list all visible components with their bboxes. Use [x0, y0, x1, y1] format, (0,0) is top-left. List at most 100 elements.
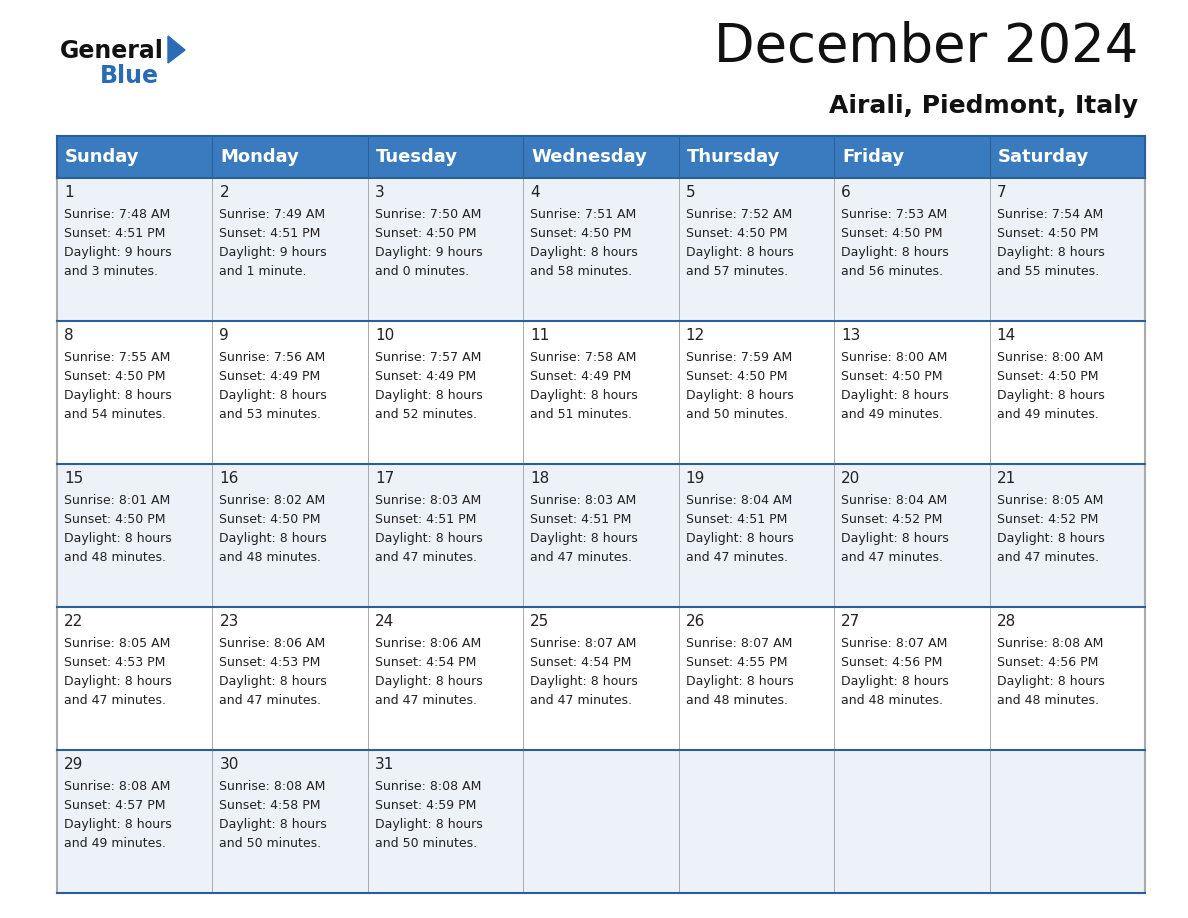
Text: 8: 8 [64, 328, 74, 343]
Text: Sunset: 4:51 PM: Sunset: 4:51 PM [375, 513, 476, 526]
Text: Daylight: 8 hours: Daylight: 8 hours [997, 389, 1105, 402]
Text: Daylight: 8 hours: Daylight: 8 hours [530, 532, 638, 545]
Text: Sunset: 4:53 PM: Sunset: 4:53 PM [64, 656, 165, 669]
Text: and 49 minutes.: and 49 minutes. [64, 837, 166, 850]
Text: Sunrise: 7:49 AM: Sunrise: 7:49 AM [220, 208, 326, 221]
Text: Daylight: 8 hours: Daylight: 8 hours [64, 389, 172, 402]
Text: 30: 30 [220, 757, 239, 772]
Text: Daylight: 8 hours: Daylight: 8 hours [64, 675, 172, 688]
Text: Daylight: 8 hours: Daylight: 8 hours [375, 389, 482, 402]
Text: Sunrise: 8:08 AM: Sunrise: 8:08 AM [375, 780, 481, 793]
Text: and 48 minutes.: and 48 minutes. [997, 694, 1099, 707]
Text: Daylight: 8 hours: Daylight: 8 hours [841, 246, 949, 259]
Text: Sunrise: 7:56 AM: Sunrise: 7:56 AM [220, 351, 326, 364]
Text: General: General [61, 39, 164, 63]
Text: and 0 minutes.: and 0 minutes. [375, 265, 469, 278]
Text: Sunrise: 8:06 AM: Sunrise: 8:06 AM [375, 637, 481, 650]
Text: and 47 minutes.: and 47 minutes. [530, 551, 632, 564]
Text: Daylight: 8 hours: Daylight: 8 hours [375, 818, 482, 831]
Text: Sunset: 4:52 PM: Sunset: 4:52 PM [997, 513, 1098, 526]
Text: Sunrise: 8:07 AM: Sunrise: 8:07 AM [841, 637, 948, 650]
Text: and 57 minutes.: and 57 minutes. [685, 265, 788, 278]
Text: Blue: Blue [100, 64, 159, 88]
Text: 19: 19 [685, 471, 706, 486]
Text: 5: 5 [685, 185, 695, 200]
Text: Daylight: 8 hours: Daylight: 8 hours [220, 389, 327, 402]
Text: Sunset: 4:50 PM: Sunset: 4:50 PM [685, 227, 788, 240]
Text: Daylight: 8 hours: Daylight: 8 hours [530, 389, 638, 402]
Text: Sunrise: 8:04 AM: Sunrise: 8:04 AM [685, 494, 792, 507]
Text: Daylight: 8 hours: Daylight: 8 hours [841, 389, 949, 402]
Text: Sunset: 4:56 PM: Sunset: 4:56 PM [997, 656, 1098, 669]
Text: Sunset: 4:55 PM: Sunset: 4:55 PM [685, 656, 788, 669]
Text: 9: 9 [220, 328, 229, 343]
Text: Daylight: 8 hours: Daylight: 8 hours [685, 389, 794, 402]
Text: Sunset: 4:52 PM: Sunset: 4:52 PM [841, 513, 942, 526]
Text: Sunset: 4:50 PM: Sunset: 4:50 PM [841, 370, 942, 383]
Text: Sunrise: 8:07 AM: Sunrise: 8:07 AM [685, 637, 792, 650]
Text: Sunrise: 8:07 AM: Sunrise: 8:07 AM [530, 637, 637, 650]
Text: Sunrise: 8:05 AM: Sunrise: 8:05 AM [64, 637, 170, 650]
Text: Sunrise: 8:05 AM: Sunrise: 8:05 AM [997, 494, 1102, 507]
Text: Sunrise: 7:53 AM: Sunrise: 7:53 AM [841, 208, 947, 221]
Text: Sunset: 4:50 PM: Sunset: 4:50 PM [997, 227, 1098, 240]
Text: Sunset: 4:50 PM: Sunset: 4:50 PM [220, 513, 321, 526]
Text: Sunrise: 7:52 AM: Sunrise: 7:52 AM [685, 208, 792, 221]
Bar [57, 607, 1145, 750]
Text: Sunset: 4:50 PM: Sunset: 4:50 PM [997, 370, 1098, 383]
Text: 18: 18 [530, 471, 550, 486]
Text: and 50 minutes.: and 50 minutes. [685, 408, 788, 421]
Text: Sunset: 4:50 PM: Sunset: 4:50 PM [64, 370, 165, 383]
Text: Sunrise: 8:08 AM: Sunrise: 8:08 AM [997, 637, 1102, 650]
Text: 31: 31 [375, 757, 394, 772]
Text: Sunrise: 7:58 AM: Sunrise: 7:58 AM [530, 351, 637, 364]
Text: and 48 minutes.: and 48 minutes. [841, 694, 943, 707]
Text: and 47 minutes.: and 47 minutes. [685, 551, 788, 564]
Text: Daylight: 8 hours: Daylight: 8 hours [64, 818, 172, 831]
Text: and 47 minutes.: and 47 minutes. [530, 694, 632, 707]
Text: 22: 22 [64, 614, 83, 629]
Text: Sunset: 4:50 PM: Sunset: 4:50 PM [375, 227, 476, 240]
Text: and 58 minutes.: and 58 minutes. [530, 265, 632, 278]
Text: Sunrise: 7:59 AM: Sunrise: 7:59 AM [685, 351, 792, 364]
Text: and 49 minutes.: and 49 minutes. [841, 408, 943, 421]
Text: Daylight: 8 hours: Daylight: 8 hours [997, 675, 1105, 688]
Text: 3: 3 [375, 185, 385, 200]
Text: Sunday: Sunday [65, 148, 139, 166]
Text: and 52 minutes.: and 52 minutes. [375, 408, 476, 421]
Text: Daylight: 8 hours: Daylight: 8 hours [841, 675, 949, 688]
Text: Sunset: 4:50 PM: Sunset: 4:50 PM [841, 227, 942, 240]
Text: Daylight: 8 hours: Daylight: 8 hours [220, 818, 327, 831]
Text: and 47 minutes.: and 47 minutes. [220, 694, 322, 707]
Text: and 3 minutes.: and 3 minutes. [64, 265, 158, 278]
Text: Sunrise: 7:50 AM: Sunrise: 7:50 AM [375, 208, 481, 221]
Text: 2: 2 [220, 185, 229, 200]
Text: 11: 11 [530, 328, 550, 343]
Text: 7: 7 [997, 185, 1006, 200]
Text: and 50 minutes.: and 50 minutes. [375, 837, 478, 850]
Text: Sunset: 4:53 PM: Sunset: 4:53 PM [220, 656, 321, 669]
Polygon shape [168, 36, 185, 63]
Text: 24: 24 [375, 614, 394, 629]
Bar [57, 464, 1145, 607]
Text: Sunrise: 8:08 AM: Sunrise: 8:08 AM [64, 780, 170, 793]
Text: 29: 29 [64, 757, 83, 772]
Text: Friday: Friday [842, 148, 904, 166]
Text: 20: 20 [841, 471, 860, 486]
Text: and 47 minutes.: and 47 minutes. [997, 551, 1099, 564]
Text: Sunset: 4:49 PM: Sunset: 4:49 PM [220, 370, 321, 383]
Text: Monday: Monday [221, 148, 299, 166]
Text: and 47 minutes.: and 47 minutes. [64, 694, 166, 707]
Text: Sunset: 4:51 PM: Sunset: 4:51 PM [685, 513, 788, 526]
Text: Sunset: 4:56 PM: Sunset: 4:56 PM [841, 656, 942, 669]
Text: 6: 6 [841, 185, 851, 200]
Text: Sunrise: 8:03 AM: Sunrise: 8:03 AM [530, 494, 637, 507]
Text: Daylight: 8 hours: Daylight: 8 hours [530, 675, 638, 688]
Text: 28: 28 [997, 614, 1016, 629]
Text: Sunrise: 7:51 AM: Sunrise: 7:51 AM [530, 208, 637, 221]
Text: Daylight: 9 hours: Daylight: 9 hours [375, 246, 482, 259]
Text: Sunrise: 8:08 AM: Sunrise: 8:08 AM [220, 780, 326, 793]
Text: and 47 minutes.: and 47 minutes. [841, 551, 943, 564]
Text: Daylight: 8 hours: Daylight: 8 hours [375, 532, 482, 545]
Text: Airali, Piedmont, Italy: Airali, Piedmont, Italy [829, 94, 1138, 118]
